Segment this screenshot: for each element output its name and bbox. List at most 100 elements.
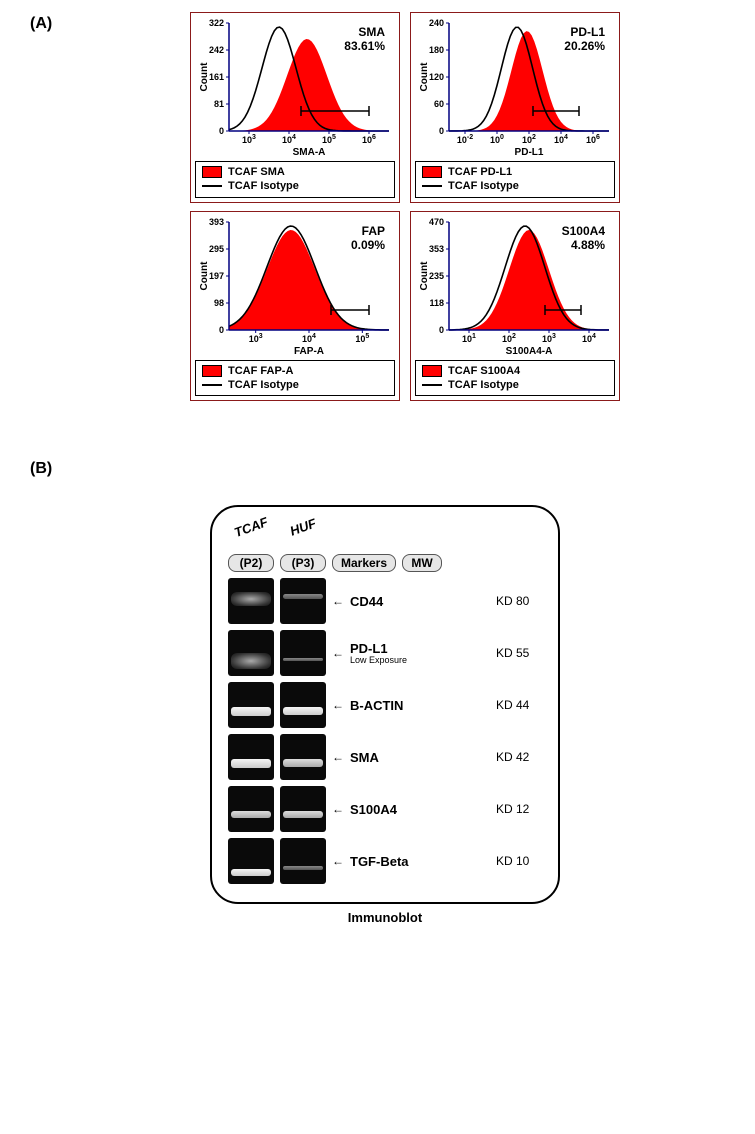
svg-text:295: 295 [209, 244, 224, 254]
legend-row-marker: TCAF FAP-A [202, 364, 388, 378]
immunoblot-caption: Immunoblot [210, 910, 560, 925]
blot-marker-name: PD-L1Low Exposure [350, 641, 490, 664]
blot-mw: KD 10 [496, 854, 542, 868]
arrow-icon: ← [332, 698, 344, 712]
lane-huf-band [283, 707, 323, 714]
x-axis-label: FAP-A [294, 346, 324, 356]
svg-text:10-2: 10-2 [457, 134, 473, 145]
legend-row-isotype: TCAF Isotype [422, 179, 608, 193]
pill-mw: MW [402, 554, 442, 572]
legend-row-marker: TCAF S100A4 [422, 364, 608, 378]
y-axis-label: Count [419, 260, 430, 290]
lane-huf [280, 578, 326, 624]
svg-text:105: 105 [355, 333, 369, 344]
legend-swatch-red [202, 166, 222, 178]
legend-text-isotype: TCAF Isotype [228, 378, 299, 392]
svg-text:393: 393 [209, 217, 224, 227]
blot-marker-name: S100A4 [350, 802, 490, 817]
legend-swatch-line [422, 185, 442, 187]
lane-tcaf-band [231, 592, 271, 606]
x-axis-label: S100A4-A [506, 346, 553, 356]
svg-text:235: 235 [429, 271, 444, 281]
blot-row-pd-l1: ← PD-L1Low Exposure KD 55 [228, 630, 542, 676]
lane-tcaf [228, 578, 274, 624]
lane-huf-band [283, 594, 323, 599]
legend-text-marker: TCAF PD-L1 [448, 165, 512, 179]
svg-text:105: 105 [322, 134, 336, 145]
flow-plot-pd-l1: 240180120600 10-2100102104106 Count PD-L… [410, 12, 620, 203]
y-axis-label: Count [419, 62, 430, 92]
svg-text:100: 100 [490, 134, 504, 145]
svg-text:0: 0 [219, 325, 224, 335]
lane-tcaf [228, 734, 274, 780]
arrow-icon: ← [332, 750, 344, 764]
legend-row-marker: TCAF PD-L1 [422, 165, 608, 179]
legend-swatch-line [422, 384, 442, 386]
blot-pill-row: (P2) (P3) Markers MW [228, 554, 542, 572]
blot-rows-container: ←CD44KD 80 ←PD-L1Low ExposureKD 55 ←B-AC… [228, 578, 542, 884]
lane-tcaf-band [231, 811, 271, 817]
y-axis-label: Count [199, 62, 210, 92]
blot-mw: KD 44 [496, 698, 542, 712]
svg-text:470: 470 [429, 217, 444, 227]
plot-legend: TCAF PD-L1 TCAF Isotype [415, 161, 615, 198]
flow-plot-s100a4: 4703532351180 101102103104 Count S100A4-… [410, 211, 620, 402]
lane-tcaf [228, 838, 274, 884]
blot-mw: KD 80 [496, 594, 542, 608]
blot-mw: KD 55 [496, 646, 542, 660]
svg-text:103: 103 [242, 134, 256, 145]
svg-text:103: 103 [249, 333, 263, 344]
lane-huf-band [283, 866, 323, 871]
blot-row-cd44: ← CD44 KD 80 [228, 578, 542, 624]
lane-tcaf-band [231, 653, 271, 669]
flow-plot-sma: 322242161810 103104105106 Count SMA-A SM… [190, 12, 400, 203]
svg-text:106: 106 [362, 134, 376, 145]
blot-header-tcaf: TCAF [227, 512, 275, 542]
blot-slant-headers: TCAF HUF [232, 527, 542, 550]
plot-legend: TCAF FAP-A TCAF Isotype [195, 360, 395, 397]
svg-text:242: 242 [209, 45, 224, 55]
svg-text:102: 102 [522, 134, 536, 145]
blot-row-sma: ← SMA KD 42 [228, 734, 542, 780]
svg-text:81: 81 [214, 99, 224, 109]
legend-text-marker: TCAF FAP-A [228, 364, 293, 378]
svg-text:240: 240 [429, 18, 444, 28]
arrow-icon: ← [332, 854, 344, 868]
svg-text:0: 0 [439, 126, 444, 136]
svg-text:161: 161 [209, 72, 224, 82]
svg-text:353: 353 [429, 244, 444, 254]
svg-text:104: 104 [582, 333, 596, 344]
lane-huf [280, 838, 326, 884]
arrow-icon: ← [332, 594, 344, 608]
blot-row-s100a4: ← S100A4 KD 12 [228, 786, 542, 832]
blot-header-huf: HUF [279, 512, 327, 542]
legend-row-isotype: TCAF Isotype [202, 378, 388, 392]
lane-tcaf-band [231, 869, 271, 875]
pill-p2: (P2) [228, 554, 274, 572]
plot-legend: TCAF SMA TCAF Isotype [195, 161, 395, 198]
lane-tcaf-band [231, 707, 271, 715]
lane-tcaf [228, 786, 274, 832]
immunoblot-frame: TCAF HUF (P2) (P3) Markers MW ← CD44 KD 80… [210, 505, 560, 904]
flow-cytometry-grid: 322242161810 103104105106 Count SMA-A SM… [190, 12, 620, 401]
blot-mw: KD 42 [496, 750, 542, 764]
plot-legend: TCAF S100A4 TCAF Isotype [415, 360, 615, 397]
legend-row-marker: TCAF SMA [202, 165, 388, 179]
arrow-icon: ← [332, 646, 344, 660]
arrow-icon: ← [332, 802, 344, 816]
lane-huf [280, 786, 326, 832]
y-axis-label: Count [199, 260, 210, 290]
plot-marker-label: SMA83.61% [344, 25, 385, 54]
lane-tcaf-band [231, 759, 271, 768]
legend-text-marker: TCAF S100A4 [448, 364, 520, 378]
blot-marker-name: SMA [350, 750, 490, 765]
legend-swatch-red [422, 365, 442, 377]
blot-mw: KD 12 [496, 802, 542, 816]
blot-marker-name: CD44 [350, 594, 490, 609]
svg-text:103: 103 [542, 333, 556, 344]
lane-huf [280, 682, 326, 728]
legend-row-isotype: TCAF Isotype [202, 179, 388, 193]
legend-text-isotype: TCAF Isotype [448, 378, 519, 392]
legend-text-isotype: TCAF Isotype [228, 179, 299, 193]
x-axis-label: PD-L1 [515, 147, 544, 157]
